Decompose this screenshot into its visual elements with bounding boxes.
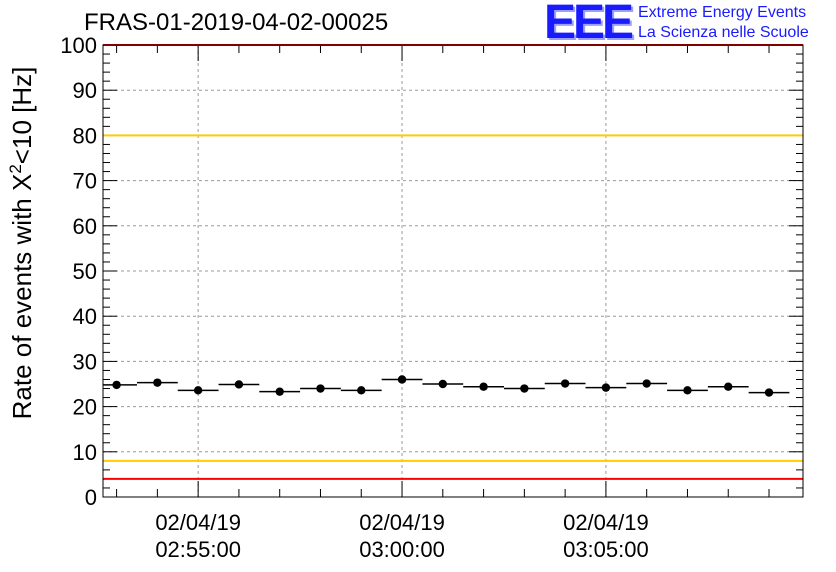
x-tick-label-date: 02/04/19 <box>155 510 241 535</box>
data-point <box>316 384 325 393</box>
data-point <box>112 380 121 390</box>
x-tick-label-date: 02/04/19 <box>359 510 445 535</box>
y-tick-label: 60 <box>73 214 97 239</box>
y-tick-label: 20 <box>73 395 97 420</box>
logo-line-2: La Scienza nelle Scuole <box>638 24 809 41</box>
x-tick-label-date: 02/04/19 <box>563 510 649 535</box>
data-point <box>764 388 774 397</box>
y-tick-label: 40 <box>73 304 97 329</box>
data-point <box>153 378 162 387</box>
data-point <box>601 383 611 392</box>
logo-mark: EEE <box>544 0 634 49</box>
y-tick-label: 0 <box>85 485 97 510</box>
x-tick-label-time: 03:00:00 <box>359 537 445 562</box>
y-tick-label: 50 <box>73 259 97 284</box>
logo-line-1: Extreme Energy Events <box>638 4 807 21</box>
data-point <box>520 384 529 393</box>
eee-logo: EEE Extreme Energy Events La Scienza nel… <box>540 0 830 50</box>
y-tick-label: 100 <box>60 33 97 58</box>
y-axis-label-tail: <10 [Hz] <box>7 67 37 165</box>
y-axis-label-main: Rate of events with X <box>7 174 37 420</box>
data-point <box>357 386 366 395</box>
data-point <box>560 379 570 388</box>
chart-title: FRAS-01-2019-04-02-00025 <box>84 9 389 36</box>
data-point <box>683 386 692 395</box>
y-axis-label: Rate of events with X2<10 [Hz] <box>6 67 37 420</box>
x-tick-label-time: 02:55:00 <box>155 537 241 562</box>
data-point <box>397 375 407 384</box>
data-point <box>642 379 651 388</box>
y-tick-label: 10 <box>73 440 97 465</box>
y-tick-label: 70 <box>73 169 97 194</box>
data-point <box>275 387 284 396</box>
x-tick-label-time: 03:05:00 <box>563 537 649 562</box>
y-axis-label-superscript: 2 <box>6 164 25 173</box>
y-tick-label: 80 <box>73 123 97 148</box>
data-point <box>438 379 448 389</box>
y-tick-label: 30 <box>73 349 97 374</box>
data-point <box>479 382 488 391</box>
data-point <box>724 382 733 391</box>
data-point <box>193 386 203 395</box>
y-tick-label: 90 <box>73 78 97 103</box>
plot-frame <box>102 44 804 498</box>
data-point <box>234 380 244 389</box>
